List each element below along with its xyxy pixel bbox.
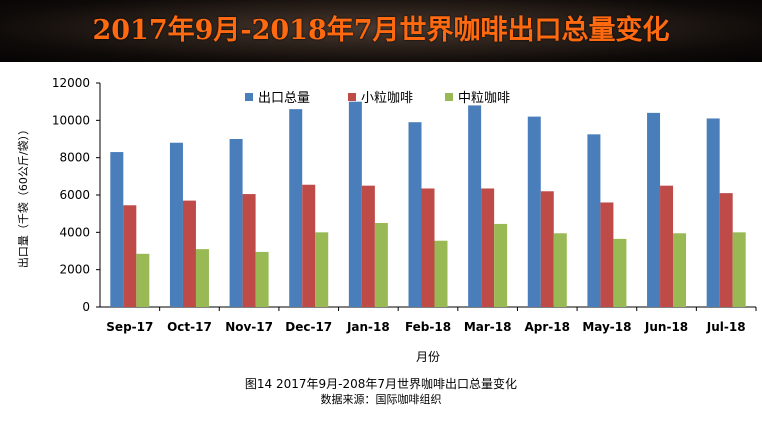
- x-tick-label: Apr-18: [525, 320, 570, 334]
- x-tick-label: Dec-17: [285, 320, 332, 334]
- bar: [289, 109, 303, 307]
- bar: [110, 152, 124, 307]
- legend-label: 出口总量: [258, 91, 310, 106]
- y-tick-label: 4000: [59, 225, 90, 239]
- bar: [719, 193, 733, 307]
- x-tick-label: Oct-17: [167, 320, 212, 334]
- bar: [348, 101, 362, 308]
- y-tick-label: 10000: [52, 113, 90, 127]
- figure-caption: 图14 2017年9月-208年7月世界咖啡出口总量变化: [244, 377, 518, 391]
- bar: [527, 116, 541, 307]
- x-tick-label: Sep-17: [106, 320, 153, 334]
- x-tick-label: Feb-18: [405, 320, 451, 334]
- x-tick-label: Nov-17: [225, 320, 273, 334]
- bar: [361, 185, 375, 307]
- bar: [481, 188, 495, 307]
- bar: [421, 188, 435, 307]
- y-tick-label: 8000: [59, 151, 90, 165]
- title-banner: 2017年9月-2018年7月世界咖啡出口总量变化: [0, 0, 762, 62]
- y-tick-label: 0: [82, 300, 90, 314]
- y-tick-label: 6000: [59, 188, 90, 202]
- x-tick-label: Jun-18: [644, 320, 688, 334]
- bar: [468, 105, 482, 308]
- y-tick-label: 2000: [59, 263, 90, 277]
- legend-label: 小粒咖啡: [361, 91, 413, 106]
- bar: [136, 253, 150, 307]
- bar: [408, 122, 422, 307]
- x-tick-label: May-18: [582, 320, 631, 334]
- bar: [732, 232, 746, 307]
- bar: [647, 112, 661, 307]
- x-axis-label: 月份: [416, 350, 440, 364]
- x-tick-label: Jul-18: [706, 320, 746, 334]
- bar: [673, 233, 687, 307]
- bar: [553, 233, 567, 307]
- legend-label: 中粒咖啡: [458, 91, 510, 106]
- legend-swatch: [348, 93, 356, 101]
- y-axis-label: 出口量（千袋（60公斤/袋））: [16, 124, 30, 268]
- banner-title: 2017年9月-2018年7月世界咖啡出口总量变化: [92, 15, 670, 46]
- bar: [169, 142, 183, 307]
- bar: [660, 185, 674, 307]
- legend-swatch: [245, 93, 253, 101]
- legend-swatch: [445, 93, 453, 101]
- bar: [195, 249, 209, 307]
- bar: [255, 251, 269, 307]
- bar: [434, 240, 448, 307]
- bar: [374, 223, 388, 307]
- bar: [315, 232, 329, 307]
- x-tick-label: Mar-18: [464, 320, 512, 334]
- bar: [494, 223, 508, 307]
- bar: [242, 194, 256, 307]
- y-tick-label: 12000: [52, 76, 90, 90]
- x-tick-label: Jan-18: [346, 320, 390, 334]
- bar: [182, 200, 196, 307]
- bar: [706, 118, 720, 307]
- bar: [587, 134, 601, 307]
- source-note: 数据来源：国际咖啡组织: [320, 393, 442, 406]
- bar: [540, 191, 554, 307]
- bar: [613, 238, 627, 307]
- bar: [302, 184, 316, 307]
- bar: [123, 205, 137, 307]
- bar: [600, 202, 614, 307]
- bar: [229, 139, 243, 307]
